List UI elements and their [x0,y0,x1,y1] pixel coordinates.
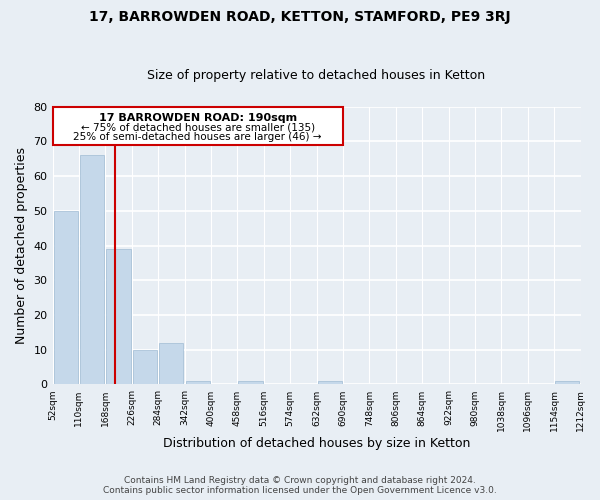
Text: 25% of semi-detached houses are larger (46) →: 25% of semi-detached houses are larger (… [73,132,322,142]
Text: ← 75% of detached houses are smaller (135): ← 75% of detached houses are smaller (13… [80,122,315,132]
Bar [238,381,263,384]
Bar [185,381,210,384]
Y-axis label: Number of detached properties: Number of detached properties [15,147,28,344]
Bar [133,350,157,384]
Bar [53,211,78,384]
Text: 17 BARROWDEN ROAD: 190sqm: 17 BARROWDEN ROAD: 190sqm [98,113,297,123]
X-axis label: Distribution of detached houses by size in Ketton: Distribution of detached houses by size … [163,437,470,450]
Bar [317,381,342,384]
Text: Contains HM Land Registry data © Crown copyright and database right 2024.
Contai: Contains HM Land Registry data © Crown c… [103,476,497,495]
Bar [159,343,184,384]
Title: Size of property relative to detached houses in Ketton: Size of property relative to detached ho… [148,69,485,82]
Text: 17, BARROWDEN ROAD, KETTON, STAMFORD, PE9 3RJ: 17, BARROWDEN ROAD, KETTON, STAMFORD, PE… [89,10,511,24]
Bar [80,156,104,384]
Bar [106,249,131,384]
Bar [555,381,580,384]
Bar [53,107,343,145]
